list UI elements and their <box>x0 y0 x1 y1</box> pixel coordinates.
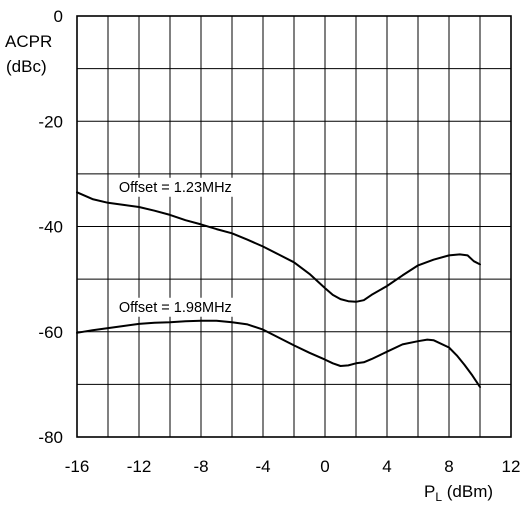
x-axis-label-unit: (dBm) <box>442 482 493 501</box>
x-axis-label: PL (dBm) <box>424 482 493 504</box>
series-line-1 <box>76 191 481 303</box>
x-tick-label: -4 <box>255 457 270 476</box>
y-tick-label: -80 <box>38 428 63 447</box>
x-tick-label: -16 <box>65 457 90 476</box>
x-tick-label: 12 <box>502 457 520 476</box>
y-tick-label: 0 <box>54 7 63 26</box>
x-tick-labels: -16 -12 -8 -4 0 4 8 12 <box>65 457 520 476</box>
x-tick-label: 8 <box>444 457 453 476</box>
series-lines <box>76 191 481 388</box>
y-tick-label: -40 <box>38 218 63 237</box>
series-annotation: Offset = 1.23MHz <box>119 180 232 196</box>
annotations: Offset = 1.23MHz Offset = 1.98MHz <box>116 177 234 317</box>
y-axis-label-line1: ACPR <box>5 32 52 51</box>
x-axis-label-main: P <box>424 482 435 501</box>
x-axis-label-subscript: L <box>435 490 442 504</box>
y-axis-label-line2: (dBc) <box>6 57 47 76</box>
series-line-2 <box>76 319 481 388</box>
y-tick-labels: 0 -20 -40 -60 -80 <box>38 7 63 447</box>
series-annotation: Offset = 1.98MHz <box>119 300 232 316</box>
annotation-background <box>116 297 234 317</box>
x-tick-label: -12 <box>127 457 152 476</box>
grid-lines <box>77 16 511 437</box>
plot-frame <box>76 15 512 438</box>
y-tick-label: -20 <box>38 112 63 131</box>
x-tick-label: 0 <box>320 457 329 476</box>
x-tick-label: 4 <box>382 457 391 476</box>
annotation-background <box>116 177 234 197</box>
y-tick-label: -60 <box>38 323 63 342</box>
x-tick-label: -8 <box>193 457 208 476</box>
